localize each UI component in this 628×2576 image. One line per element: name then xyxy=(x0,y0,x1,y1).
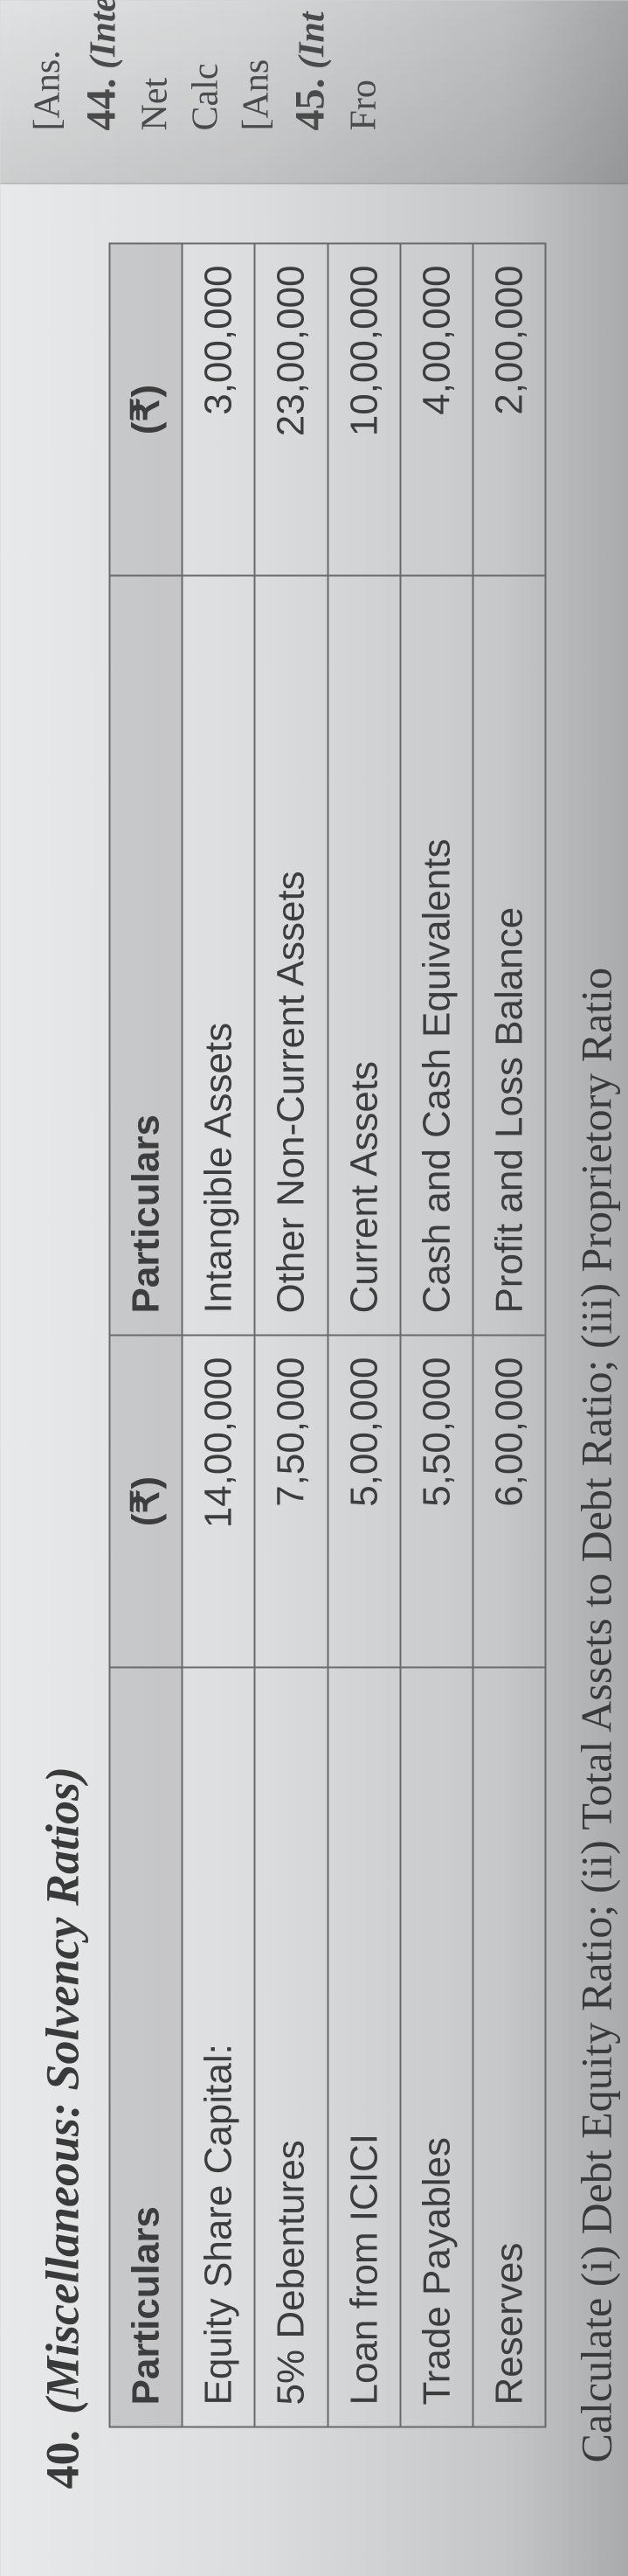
edge-text: [Ans xyxy=(235,0,277,130)
cell-particulars-left: Trade Payables xyxy=(400,1667,473,2427)
next-page-edge: [Ans. 44. (Inter Net Calc [Ans 45. (Int … xyxy=(0,0,628,184)
cell-particulars-left: Reserves xyxy=(473,1667,545,2427)
cell-amount-right: 3,00,000 xyxy=(182,243,254,575)
edge-text: Fro xyxy=(342,0,384,130)
cell-particulars-right: Profit and Loss Balance xyxy=(473,575,545,1335)
question-title: (Miscellaneous: Solvency Ratios) xyxy=(35,1767,89,2414)
edge-text: Net xyxy=(134,0,176,130)
cell-amount-left: 5,50,000 xyxy=(400,1335,473,1667)
cell-particulars-left: Equity Share Capital: xyxy=(182,1667,254,2427)
cell-particulars-right: Other Non-Current Assets xyxy=(254,575,327,1335)
table-row: 5% Debentures 7,50,000 Other Non-Current… xyxy=(254,243,327,2427)
scanned-page: 40. (Miscellaneous: Solvency Ratios) Par… xyxy=(0,0,628,2576)
cell-amount-left: 5,00,000 xyxy=(328,1335,400,1667)
question-heading: 40. (Miscellaneous: Solvency Ratios) xyxy=(35,52,89,2489)
data-table-wrapper: Particulars (₹) Particulars (₹) Equity S… xyxy=(108,242,546,2427)
cell-particulars-right: Current Assets xyxy=(328,575,400,1335)
cell-amount-right: 2,00,000 xyxy=(473,243,545,575)
cell-amount-right: 23,00,000 xyxy=(254,243,327,575)
table-row: Equity Share Capital: 14,00,000 Intangib… xyxy=(182,243,254,2427)
cell-amount-left: 7,50,000 xyxy=(254,1335,327,1667)
table-header-row: Particulars (₹) Particulars (₹) xyxy=(109,243,182,2427)
edge-text: [Ans. xyxy=(26,0,68,130)
col-header-amount-right: (₹) xyxy=(109,243,182,575)
table-row: Loan from ICICI 5,00,000 Current Assets … xyxy=(328,243,400,2427)
cell-particulars-left: 5% Debentures xyxy=(254,1667,327,2427)
col-header-amount-left: (₹) xyxy=(109,1335,182,1667)
cell-amount-left: 6,00,000 xyxy=(473,1335,545,1667)
edge-qnum: 45. xyxy=(286,78,333,130)
col-header-particulars-left: Particulars xyxy=(109,1667,182,2427)
table-row: Trade Payables 5,50,000 Cash and Cash Eq… xyxy=(400,243,473,2427)
cell-particulars-right: Cash and Cash Equivalents xyxy=(400,575,473,1335)
edge-title: (Inter xyxy=(83,0,123,69)
cell-amount-right: 4,00,000 xyxy=(400,243,473,575)
edge-text: 45. (Int xyxy=(286,0,334,130)
cell-particulars-left: Loan from ICICI xyxy=(328,1667,400,2427)
cell-particulars-right: Intangible Assets xyxy=(182,575,254,1335)
edge-text: 44. (Inter xyxy=(77,0,125,130)
table-row: Reserves 6,00,000 Profit and Loss Balanc… xyxy=(473,243,545,2427)
cell-amount-right: 10,00,000 xyxy=(328,243,400,575)
cell-amount-left: 14,00,000 xyxy=(182,1335,254,1667)
question-number: 40. xyxy=(35,2430,89,2489)
edge-title: (Int xyxy=(292,11,332,68)
instruction-text: Calculate (i) Debt Equity Ratio; (ii) To… xyxy=(570,52,621,2462)
edge-qnum: 44. xyxy=(78,78,124,130)
solvency-table: Particulars (₹) Particulars (₹) Equity S… xyxy=(108,242,546,2427)
edge-text: Calc xyxy=(184,0,226,130)
col-header-particulars-right: Particulars xyxy=(109,575,182,1335)
